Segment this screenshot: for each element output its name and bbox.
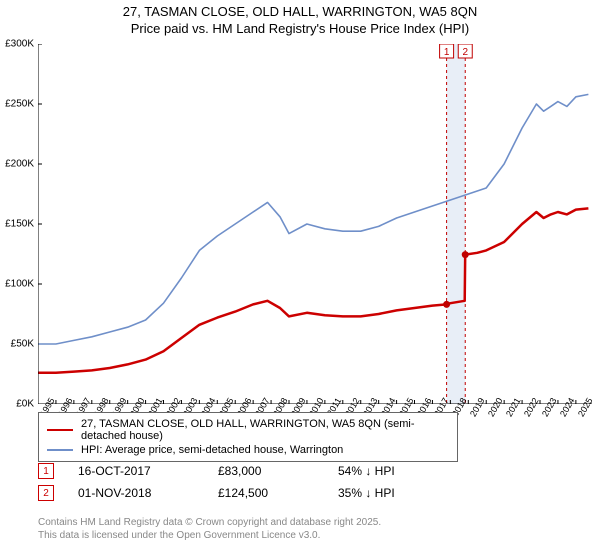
legend-label-1: HPI: Average price, semi-detached house,… [81, 444, 343, 456]
legend-swatch-1 [47, 449, 73, 451]
y-tick-label: £250K [5, 99, 34, 110]
footer-attribution: Contains HM Land Registry data © Crown c… [38, 516, 381, 542]
title-block: 27, TASMAN CLOSE, OLD HALL, WARRINGTON, … [0, 0, 600, 38]
events-table: 1 16-OCT-2017 £83,000 54% ↓ HPI 2 01-NOV… [38, 460, 592, 504]
title-line-1: 27, TASMAN CLOSE, OLD HALL, WARRINGTON, … [0, 4, 600, 21]
event-price-1: £124,500 [218, 486, 338, 500]
event-marker-1: 1 [38, 463, 54, 479]
svg-text:2: 2 [462, 47, 468, 58]
event-price-0: £83,000 [218, 464, 338, 478]
footer-line-1: Contains HM Land Registry data © Crown c… [38, 516, 381, 529]
legend-row-0: 27, TASMAN CLOSE, OLD HALL, WARRINGTON, … [47, 417, 449, 443]
y-tick-label: £100K [5, 279, 34, 290]
y-axis-labels: £0K£50K£100K£150K£200K£250K£300K [0, 44, 36, 404]
footer-line-2: This data is licensed under the Open Gov… [38, 529, 381, 542]
chart-plot-area: 12 [38, 44, 592, 404]
event-row-0: 1 16-OCT-2017 £83,000 54% ↓ HPI [38, 460, 592, 482]
y-tick-label: £300K [5, 39, 34, 50]
legend-swatch-0 [47, 429, 73, 431]
event-diff-0: 54% ↓ HPI [338, 464, 395, 478]
y-tick-label: £0K [16, 399, 34, 410]
event-date-1: 01-NOV-2018 [78, 486, 218, 500]
hpi-chart-container: 27, TASMAN CLOSE, OLD HALL, WARRINGTON, … [0, 0, 600, 560]
legend-label-0: 27, TASMAN CLOSE, OLD HALL, WARRINGTON, … [81, 418, 449, 442]
y-tick-label: £200K [5, 159, 34, 170]
event-row-1: 2 01-NOV-2018 £124,500 35% ↓ HPI [38, 482, 592, 504]
title-line-2: Price paid vs. HM Land Registry's House … [0, 21, 600, 38]
legend-box: 27, TASMAN CLOSE, OLD HALL, WARRINGTON, … [38, 412, 458, 462]
chart-svg: 12 [38, 44, 592, 404]
event-marker-2: 2 [38, 485, 54, 501]
event-date-0: 16-OCT-2017 [78, 464, 218, 478]
y-tick-label: £50K [11, 339, 34, 350]
y-tick-label: £150K [5, 219, 34, 230]
event-diff-1: 35% ↓ HPI [338, 486, 395, 500]
legend-row-1: HPI: Average price, semi-detached house,… [47, 443, 449, 457]
svg-text:1: 1 [444, 47, 450, 58]
